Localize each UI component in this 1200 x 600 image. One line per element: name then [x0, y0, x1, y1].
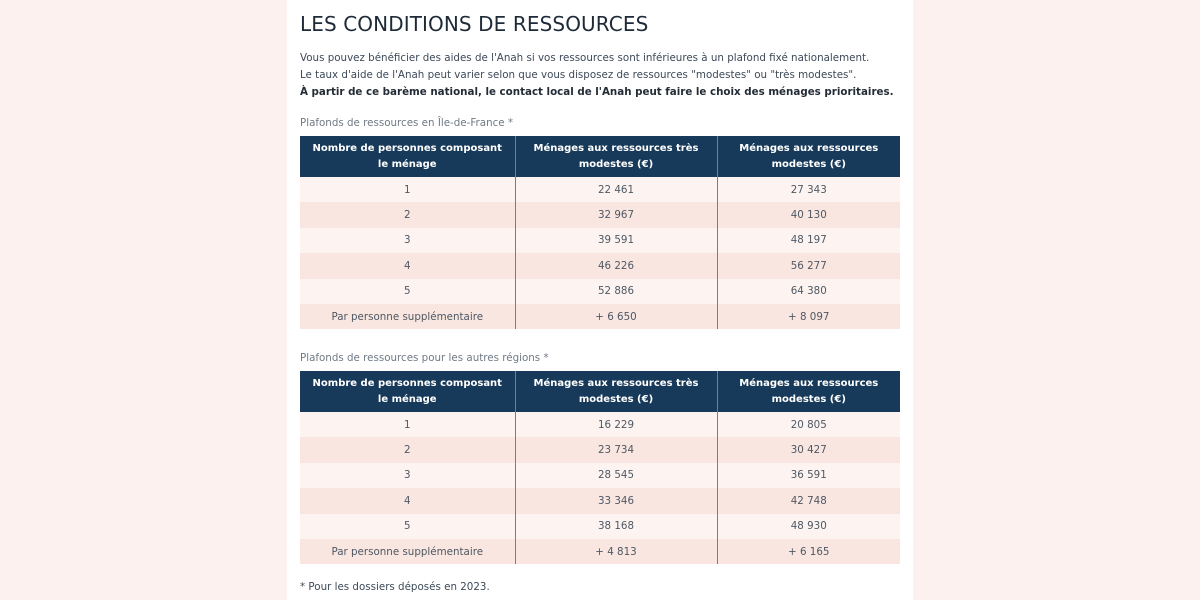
modest-cell: 27 343: [716, 177, 900, 203]
column-header-modest: Ménages aux ressources modestes (€): [716, 136, 900, 177]
table-row: 3 28 545 36 591: [300, 462, 900, 489]
modest-cell: 42 748: [716, 488, 900, 514]
very-modest-cell: 32 967: [514, 202, 717, 228]
very-modest-cell: 39 591: [514, 227, 717, 254]
household-size-cell: 5: [300, 513, 515, 539]
column-header-very-modest: Ménages aux ressources très modestes (€): [514, 136, 717, 177]
intro-line-2: Le taux d'aide de l'Anah peut varier sel…: [300, 69, 857, 81]
column-header-household-size: Nombre de personnes composant le ménage: [300, 371, 515, 412]
intro-line-bold: À partir de ce barème national, le conta…: [300, 86, 894, 98]
intro-text: Vous pouvez bénéficier des aides de l'An…: [300, 50, 900, 101]
modest-cell: 36 591: [716, 462, 900, 489]
table-row-additional-person: Par personne supplémentaire + 6 650 + 8 …: [300, 303, 900, 330]
table-row: 5 52 886 64 380: [300, 278, 900, 304]
very-modest-cell: 16 229: [514, 412, 717, 438]
household-size-cell: 1: [300, 412, 515, 438]
table-row: 2 32 967 40 130: [300, 202, 900, 228]
household-size-cell: 4: [300, 488, 515, 514]
modest-cell: 30 427: [716, 437, 900, 463]
table-row: 3 39 591 48 197: [300, 227, 900, 254]
household-size-cell: Par personne supplémentaire: [300, 303, 515, 330]
table-row: 1 22 461 27 343: [300, 177, 900, 203]
very-modest-cell: + 4 813: [514, 538, 717, 565]
column-header-modest: Ménages aux ressources modestes (€): [716, 371, 900, 412]
content-card: LES CONDITIONS DE RESSOURCES Vous pouvez…: [287, 0, 913, 600]
table-caption-other-regions: Plafonds de ressources pour les autres r…: [300, 352, 549, 364]
modest-cell: 56 277: [716, 253, 900, 279]
column-header-household-size: Nombre de personnes composant le ménage: [300, 136, 515, 177]
table-row: 4 33 346 42 748: [300, 488, 900, 514]
household-size-cell: 2: [300, 202, 515, 228]
very-modest-cell: 46 226: [514, 253, 717, 279]
modest-cell: + 6 165: [716, 538, 900, 565]
table-row: 4 46 226 56 277: [300, 253, 900, 279]
table-header-row: Nombre de personnes composant le ménage …: [300, 371, 900, 412]
footnote: * Pour les dossiers déposés en 2023.: [300, 581, 490, 593]
table-caption-idf: Plafonds de ressources en Île-de-France …: [300, 117, 514, 129]
very-modest-cell: 52 886: [514, 278, 717, 304]
table-row-additional-person: Par personne supplémentaire + 4 813 + 6 …: [300, 538, 900, 565]
modest-cell: 48 930: [716, 513, 900, 539]
income-table-idf: Nombre de personnes composant le ménage …: [300, 136, 900, 330]
income-table-other-regions: Nombre de personnes composant le ménage …: [300, 371, 900, 565]
very-modest-cell: + 6 650: [514, 303, 717, 330]
household-size-cell: Par personne supplémentaire: [300, 538, 515, 565]
page-title: LES CONDITIONS DE RESSOURCES: [300, 12, 649, 36]
very-modest-cell: 22 461: [514, 177, 717, 203]
household-size-cell: 3: [300, 227, 515, 254]
household-size-cell: 1: [300, 177, 515, 203]
household-size-cell: 2: [300, 437, 515, 463]
very-modest-cell: 38 168: [514, 513, 717, 539]
table-row: 5 38 168 48 930: [300, 513, 900, 539]
very-modest-cell: 23 734: [514, 437, 717, 463]
column-header-very-modest: Ménages aux ressources très modestes (€): [514, 371, 717, 412]
table-row: 1 16 229 20 805: [300, 412, 900, 438]
modest-cell: 40 130: [716, 202, 900, 228]
modest-cell: 20 805: [716, 412, 900, 438]
table-row: 2 23 734 30 427: [300, 437, 900, 463]
modest-cell: 48 197: [716, 227, 900, 254]
very-modest-cell: 28 545: [514, 462, 717, 489]
household-size-cell: 3: [300, 462, 515, 489]
household-size-cell: 5: [300, 278, 515, 304]
household-size-cell: 4: [300, 253, 515, 279]
modest-cell: + 8 097: [716, 303, 900, 330]
modest-cell: 64 380: [716, 278, 900, 304]
table-header-row: Nombre de personnes composant le ménage …: [300, 136, 900, 177]
very-modest-cell: 33 346: [514, 488, 717, 514]
intro-line-1: Vous pouvez bénéficier des aides de l'An…: [300, 52, 870, 64]
